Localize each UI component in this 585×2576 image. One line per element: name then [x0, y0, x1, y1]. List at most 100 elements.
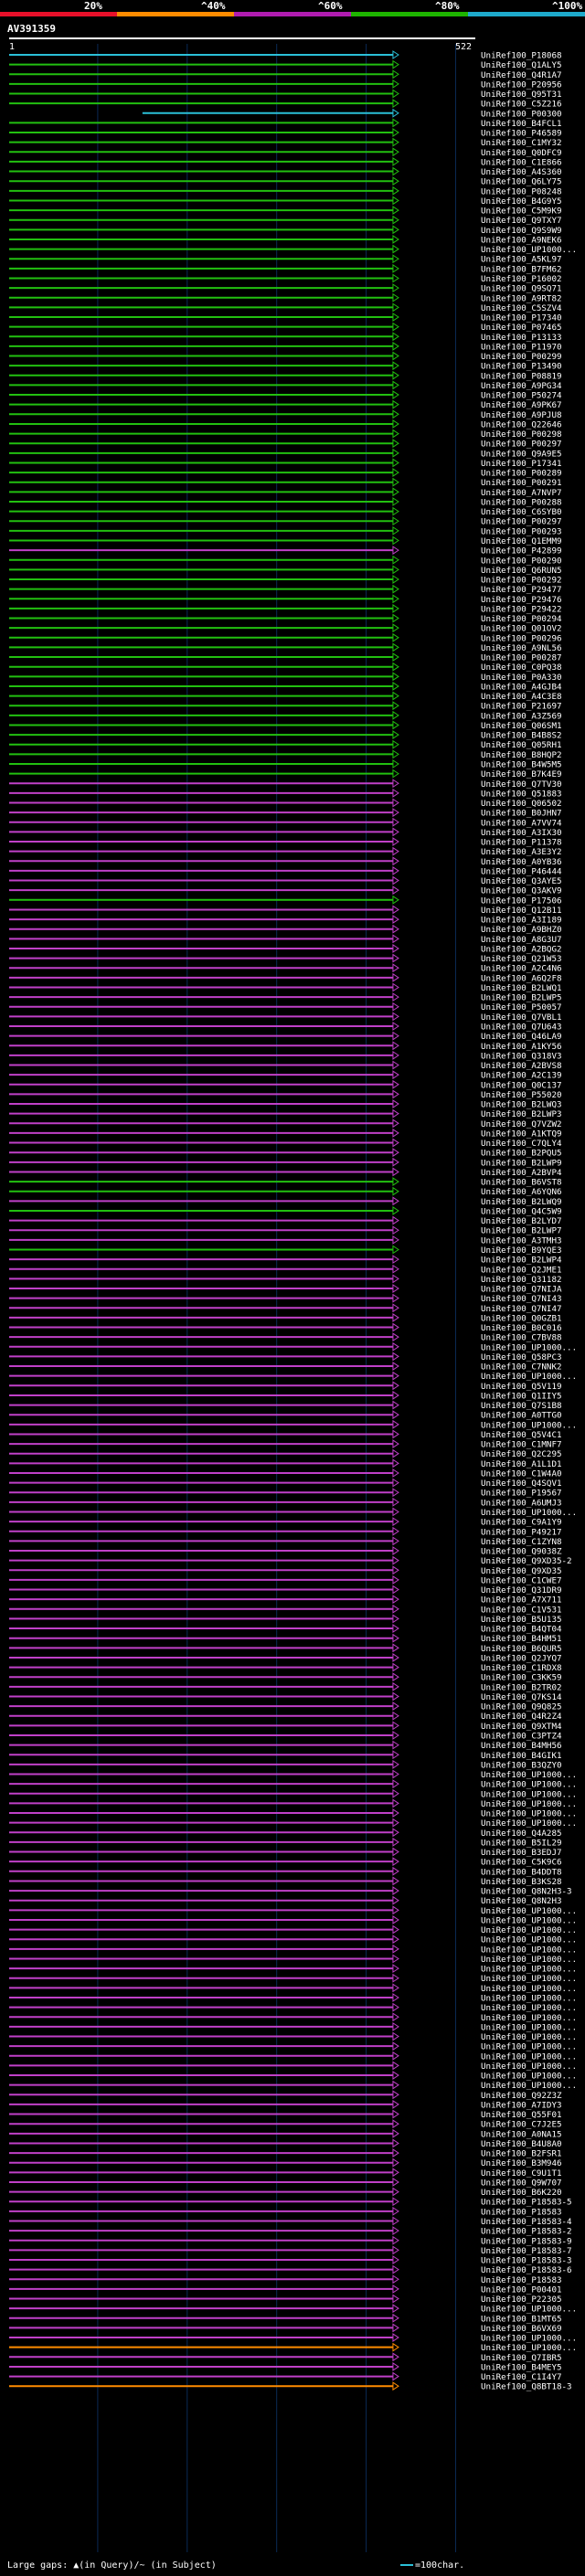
hit-label: UniRef100_B4MH56 — [481, 1741, 562, 1751]
hit-label: UniRef100_Q2C295 — [481, 1449, 562, 1459]
legend-label-4: ^80% — [435, 0, 460, 12]
legend-label-2: ^40% — [201, 0, 226, 12]
hit-label: UniRef100_P00297 — [481, 440, 562, 450]
hit-label: UniRef100_UP1000... — [481, 2051, 577, 2062]
hit-label: UniRef100_B3EDJ7 — [481, 1848, 562, 1858]
hit-label: UniRef100_A2BQG2 — [481, 944, 562, 954]
hit-label: UniRef100_P46589 — [481, 129, 562, 139]
hit-arrow — [392, 1341, 399, 1352]
hit-arrow — [392, 992, 399, 1002]
hit-arrow — [392, 1964, 399, 1974]
hit-arrow — [392, 2304, 399, 2314]
hit-arrow — [392, 535, 399, 546]
hit-label: UniRef100_A7VV74 — [481, 818, 562, 828]
hit-label: UniRef100_C5SZV4 — [481, 303, 562, 313]
hit-label: UniRef100_P00298 — [481, 429, 562, 440]
hit-label: UniRef100_Q7VZW2 — [481, 1119, 562, 1129]
hit-label: UniRef100_Q4R2Z4 — [481, 1712, 562, 1722]
hit-label: UniRef100_A1L1D1 — [481, 1459, 562, 1469]
hit-label: UniRef100_Q06SM1 — [481, 721, 562, 731]
hit-arrow — [392, 808, 399, 818]
hit-arrow — [392, 2061, 399, 2071]
hit-arrow — [392, 623, 399, 633]
hit-label: UniRef100_A8G3U7 — [481, 935, 562, 945]
hit-arrow — [392, 1041, 399, 1051]
hit-arrow — [392, 2157, 399, 2168]
hit-arrow — [392, 1954, 399, 1964]
hit-arrow — [392, 2226, 399, 2236]
hit-arrow — [392, 419, 399, 429]
hit-label: UniRef100_P50274 — [481, 391, 562, 401]
hit-label: UniRef100_C1V531 — [481, 1605, 562, 1615]
hit-arrow — [392, 1624, 399, 1633]
hit-label: UniRef100_B4DDT8 — [481, 1867, 562, 1877]
hit-arrow — [392, 186, 399, 196]
hit-arrow — [392, 118, 399, 128]
hit-arrow — [392, 50, 399, 59]
hit-arrow — [392, 565, 399, 575]
hit-arrow — [392, 934, 399, 944]
hit-arrow — [392, 1478, 399, 1488]
hit-label: UniRef100_B1MT65 — [481, 2314, 562, 2324]
hit-label: UniRef100_A1KTQ9 — [481, 1129, 562, 1139]
hit-arrow — [392, 2109, 399, 2119]
hit-label: UniRef100_Q8N2H3 — [481, 1896, 562, 1906]
hit-label: UniRef100_Q9XD35-2 — [481, 1556, 572, 1566]
hit-label: UniRef100_A4GJB4 — [481, 682, 562, 692]
hit-arrow — [392, 1391, 399, 1400]
hit-arrow — [392, 1322, 399, 1332]
hit-label: UniRef100_A7X711 — [481, 1595, 562, 1606]
hit-label: UniRef100_B4HM51 — [481, 1634, 562, 1644]
hit-label: UniRef100_C5K9C6 — [481, 1858, 562, 1868]
hit-arrow — [392, 206, 399, 216]
hit-label: UniRef100_C1RDX8 — [481, 1663, 562, 1673]
hit-label: UniRef100_B7FM62 — [481, 264, 562, 274]
legend-segment-1 — [0, 12, 117, 16]
hit-arrow — [392, 1303, 399, 1313]
hit-arrow — [392, 769, 399, 779]
hit-label: UniRef100_UP1000... — [481, 1994, 577, 2004]
hit-label: UniRef100_A6Q2F8 — [481, 973, 562, 983]
hit-label: UniRef100_P08248 — [481, 186, 562, 196]
hit-arrow — [392, 477, 399, 487]
hit-label: UniRef100_UP1000... — [481, 2062, 577, 2072]
hit-label: UniRef100_Q9XTM4 — [481, 1722, 562, 1732]
hit-arrow — [392, 2264, 399, 2274]
hit-arrow — [392, 953, 399, 963]
ruler-start-label: 1 — [9, 42, 15, 52]
hit-label: UniRef100_P16002 — [481, 274, 562, 284]
hit-arrow — [392, 1284, 399, 1293]
hit-arrow — [392, 2255, 399, 2264]
hit-label: UniRef100_B2LWQ3 — [481, 1100, 562, 1110]
hit-arrow — [392, 1419, 399, 1429]
hit-arrow — [392, 2342, 399, 2352]
hit-label: UniRef100_P17341 — [481, 459, 562, 469]
hit-arrow — [392, 1740, 399, 1750]
hit-label: UniRef100_Q12B11 — [481, 906, 562, 916]
hit-arrow — [392, 2352, 399, 2362]
hit-arrow — [392, 1924, 399, 1935]
hit-arrow — [392, 244, 399, 254]
hit-arrow — [392, 1818, 399, 1828]
hit-label: UniRef100_B4FCL1 — [481, 119, 562, 129]
hit-label: UniRef100_P29477 — [481, 585, 562, 595]
scale-swatch — [400, 2564, 413, 2566]
hit-label: UniRef100_B2LYD7 — [481, 1216, 562, 1226]
hit-arrow — [392, 1905, 399, 1915]
hit-label: UniRef100_A2C4N6 — [481, 964, 562, 974]
hit-label: UniRef100_Q4A285 — [481, 1829, 562, 1839]
hit-label: UniRef100_A9NEK6 — [481, 235, 562, 245]
hit-label: UniRef100_Q31DR9 — [481, 1585, 562, 1595]
hit-arrow — [392, 2187, 399, 2197]
hit-label: UniRef100_UP1000... — [481, 1420, 577, 1430]
hit-label: UniRef100_A0TTG0 — [481, 1411, 562, 1421]
hit-arrow — [392, 2099, 399, 2109]
hit-arrow — [392, 2206, 399, 2216]
hit-arrow — [392, 2148, 399, 2158]
hit-label: UniRef100_Q9TXY7 — [481, 216, 562, 226]
hit-label: UniRef100_P00287 — [481, 653, 562, 663]
scale-note: =100char. — [415, 2560, 465, 2571]
hit-label: UniRef100_A9NL56 — [481, 643, 562, 653]
hit-arrow — [392, 313, 399, 322]
hit-arrow — [392, 263, 399, 273]
